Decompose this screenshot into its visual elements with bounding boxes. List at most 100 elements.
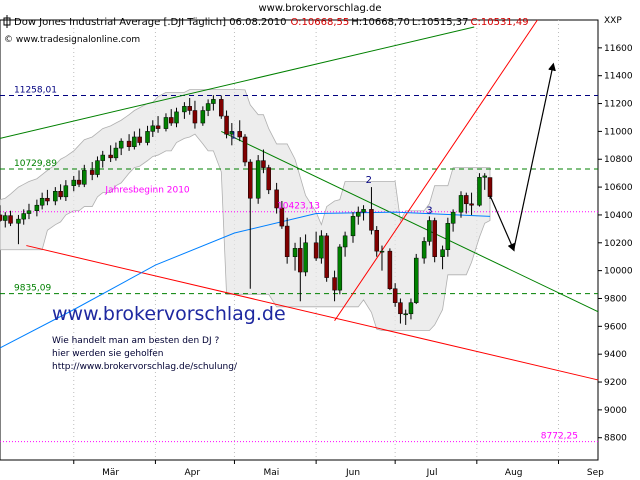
candle (313, 231, 319, 261)
instrument-label: Dow Jones Industrial Average [.DJI Tägli… (14, 17, 286, 28)
candle-body (155, 125, 161, 129)
candle (95, 156, 100, 178)
info-line-2: hier werden sie geholfen (52, 349, 164, 359)
candle-body (379, 250, 385, 253)
candle-body (200, 110, 206, 124)
candle (319, 230, 324, 264)
bollinger-band (0, 89, 491, 331)
candle (89, 162, 95, 181)
candle-body (361, 209, 366, 213)
candle-body (126, 140, 132, 147)
candle (242, 134, 248, 167)
candle-body (279, 207, 285, 227)
x-tick-label: Apr (185, 468, 201, 478)
x-tick-label: Jul (426, 468, 438, 478)
candle-body (284, 225, 290, 257)
info-line-1: Wie handelt man am besten den DJ ? (52, 336, 219, 346)
candle (39, 192, 45, 210)
annotation-label: 3 (426, 206, 432, 217)
candle-body (3, 215, 8, 221)
candle-body (8, 215, 13, 224)
candle-body (392, 288, 398, 303)
candle (229, 123, 235, 146)
candle (219, 95, 224, 119)
candle (163, 113, 169, 132)
candle (192, 100, 198, 129)
forecast-arrow (489, 195, 515, 252)
candle (337, 244, 343, 295)
y-tick-label: 9600 (604, 322, 627, 332)
candle-body (298, 248, 303, 273)
candle (205, 99, 211, 117)
axis-unit-label: XXP (604, 16, 622, 26)
candle (392, 283, 398, 307)
y-tick-label: 9800 (604, 294, 627, 304)
candle (224, 110, 229, 139)
candle-body (450, 211, 456, 224)
candle (155, 116, 161, 133)
candle (118, 138, 124, 156)
candle (261, 149, 266, 174)
candle-body (219, 99, 224, 117)
candle-body (89, 170, 95, 175)
candle-body (369, 209, 374, 231)
candle (324, 233, 329, 282)
candle-body (39, 197, 45, 206)
candle-body (168, 117, 174, 124)
candle (350, 212, 356, 243)
moving-average-line (0, 211, 491, 349)
level-label: 11258,01 (14, 85, 57, 95)
candle-body (398, 302, 403, 315)
candle-body (313, 242, 319, 259)
y-tick-label: 10000 (604, 267, 633, 277)
candle-body (150, 125, 156, 132)
y-tick-label: 11600 (604, 44, 633, 54)
candle (237, 120, 242, 142)
candle (403, 309, 408, 325)
candle (3, 212, 8, 228)
level-label: 9835,09 (14, 284, 51, 294)
x-tick-label: Mär (102, 468, 119, 478)
candle-body (113, 147, 119, 159)
candle-body (255, 160, 261, 199)
candle (445, 217, 451, 257)
candle (16, 214, 21, 245)
candle-body (350, 216, 356, 237)
candle-body (82, 170, 87, 185)
candle (361, 205, 366, 221)
candle-body (132, 136, 137, 147)
low-value: L:10515,37 (412, 17, 469, 28)
candle-body (174, 111, 179, 124)
candle (182, 102, 187, 119)
candle (342, 231, 348, 257)
y-axis: 8800 9000 9200 9400 9600 9800 10000 10200 10400 1… (598, 44, 633, 444)
candle-body (266, 167, 271, 191)
candle-body (319, 235, 324, 259)
candle (379, 245, 385, 271)
trend-lines (0, 19, 599, 381)
candle-body (408, 302, 414, 315)
candle (413, 253, 419, 305)
candle (82, 164, 87, 188)
candle-body (421, 241, 427, 259)
y-tick-label: 10800 (604, 155, 633, 165)
candle (398, 298, 403, 324)
candle-body (324, 235, 329, 278)
annotation-label: 2 (366, 175, 372, 186)
open-value: O:10668,55 (290, 17, 349, 28)
candle-body (192, 110, 198, 124)
candle-body (34, 204, 40, 212)
y-tick-label: 11000 (604, 127, 633, 137)
candle (137, 128, 142, 146)
moving-average (0, 211, 491, 349)
level-label: 10729,89 (14, 159, 57, 169)
candle-body (45, 197, 50, 202)
info-line-3: http://www.brokervorschlag.de/schulung/ (52, 362, 238, 372)
x-tick-label: Mai (263, 468, 279, 478)
candle-body (224, 115, 229, 135)
candle (100, 150, 105, 168)
candle (421, 237, 427, 264)
candle-body (432, 220, 437, 257)
trend-line (334, 19, 538, 322)
candle (145, 125, 150, 146)
